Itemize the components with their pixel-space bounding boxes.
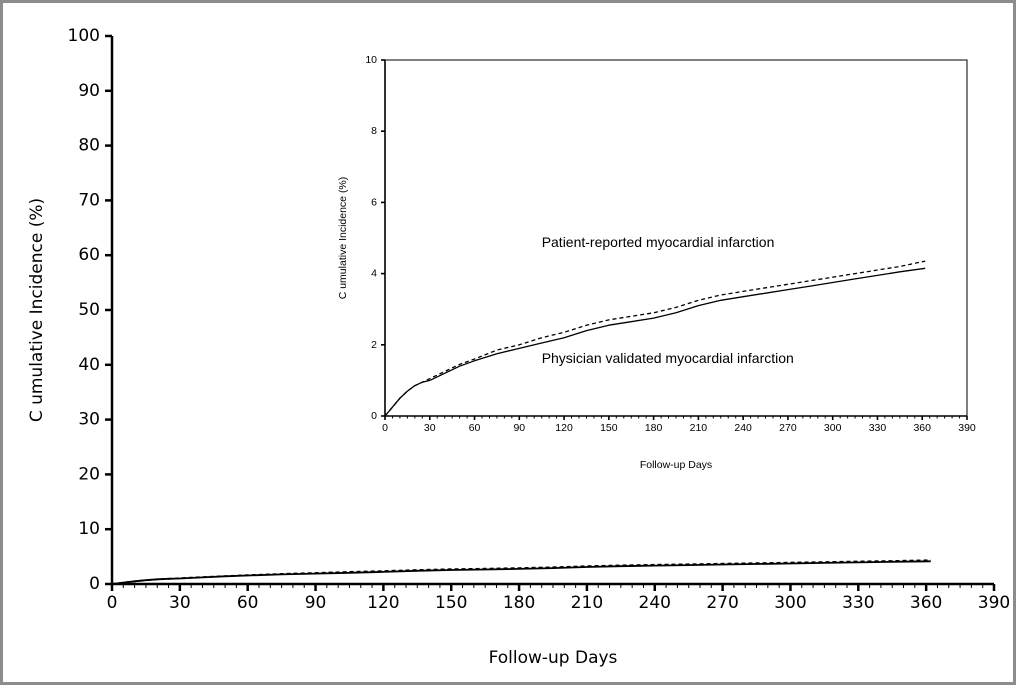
- inset-x-tick-label: 270: [779, 422, 797, 434]
- inset-y-tick-label: 8: [371, 125, 377, 137]
- inset-x-tick-label: 0: [382, 422, 388, 434]
- inset-x-axis-label: Follow-up Days: [640, 459, 712, 471]
- main-x-tick-label: 270: [706, 593, 738, 613]
- inset-x-tick-label: 300: [824, 422, 842, 434]
- main-x-tick-label: 120: [367, 593, 399, 613]
- main-y-axis-label: C umulative Incidence (%): [27, 198, 47, 422]
- inset-x-tick-label: 390: [958, 422, 976, 434]
- inset-y-tick-label: 0: [371, 410, 377, 422]
- main-y-tick-label: 80: [78, 136, 100, 156]
- inset-y-axis-label: C umulative Incidence (%): [337, 177, 349, 300]
- inset-plot: 0 30 60 90 120 150 180 210 240 270 300 330 360 390 0 2 4…: [337, 54, 976, 471]
- inset-series-physician-validated: [384, 267, 926, 417]
- main-x-tick-label: 90: [305, 593, 327, 613]
- inset-x-tick-label: 180: [645, 422, 663, 434]
- main-x-tick-label: 210: [571, 593, 603, 613]
- main-x-tick-label: 240: [639, 593, 671, 613]
- main-y-tick-label: 70: [78, 190, 100, 210]
- main-y-tick-label: 50: [78, 300, 100, 320]
- main-x-tick-label: 60: [237, 593, 259, 613]
- main-x-tick-label: 180: [503, 593, 535, 613]
- main-series-physician-validated: [111, 560, 931, 585]
- inset-x-tick-label: 120: [555, 422, 573, 434]
- main-y-tick-label: 0: [89, 574, 100, 594]
- main-y-tick-label: 20: [78, 464, 100, 484]
- inset-annotation-0: Patient-reported myocardial infarction: [542, 234, 775, 250]
- main-x-tick-label: 300: [774, 593, 806, 613]
- main-x-tick-label: 30: [169, 593, 191, 613]
- main-x-axis-label: Follow-up Days: [489, 648, 618, 668]
- main-y-tick-label: 30: [78, 410, 100, 430]
- main-y-tick-label: 60: [78, 245, 100, 265]
- main-y-tick-label: 90: [78, 81, 100, 101]
- main-plot: 0 30 60 90 120 150 180 210 240 270 300 330 360 390010…: [27, 26, 1010, 668]
- main-x-tick-label: 330: [842, 593, 874, 613]
- inset-x-tick-label: 150: [600, 422, 618, 434]
- inset-x-tick-label: 210: [690, 422, 708, 434]
- main-x-tick-label: 390: [978, 593, 1010, 613]
- inset-x-tick-label: 90: [513, 422, 525, 434]
- inset-x-tick-label: 360: [913, 422, 931, 434]
- inset-y-tick-label: 6: [371, 196, 377, 208]
- inset-annotation-1: Physician validated myocardial infarctio…: [542, 350, 794, 366]
- inset-y-tick-label: 4: [371, 268, 377, 280]
- main-y-tick-label: 100: [68, 26, 100, 46]
- inset-x-tick-label: 240: [734, 422, 752, 434]
- inset-x-tick-label: 30: [424, 422, 436, 434]
- main-x-tick-label: 0: [107, 593, 118, 613]
- inset-y-tick-label: 10: [365, 54, 377, 66]
- main-y-tick-label: 40: [78, 355, 100, 375]
- main-y-tick-label: 10: [78, 519, 100, 539]
- inset-y-tick-label: 2: [371, 339, 377, 351]
- inset-x-tick-label: 330: [869, 422, 887, 434]
- main-x-tick-label: 360: [910, 593, 942, 613]
- main-x-tick-label: 150: [435, 593, 467, 613]
- inset-x-tick-label: 60: [469, 422, 481, 434]
